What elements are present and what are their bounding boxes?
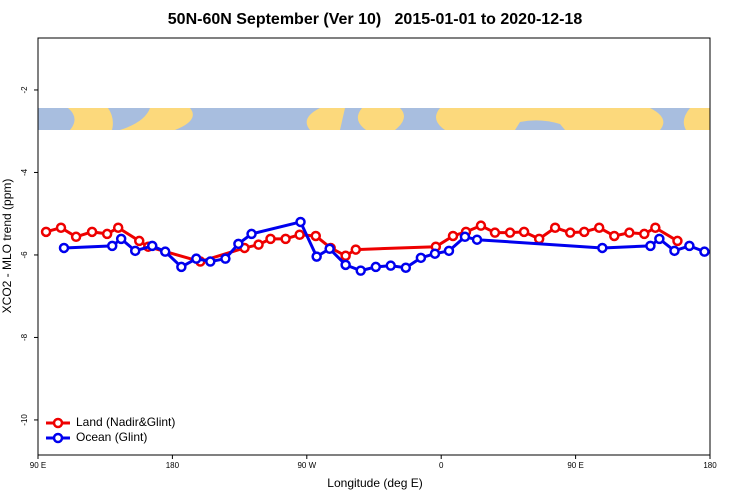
data-point	[70, 231, 82, 243]
data-point	[350, 244, 362, 255]
data-point	[447, 230, 459, 242]
data-point	[205, 256, 216, 267]
x-tick-label: 0	[439, 461, 444, 470]
data-point	[669, 245, 680, 257]
data-point	[699, 246, 710, 257]
data-point	[415, 252, 427, 264]
data-point	[475, 220, 487, 231]
data-point	[40, 226, 52, 238]
data-point	[133, 235, 145, 247]
x-tick-label: 90 W	[297, 461, 316, 470]
data-point	[650, 222, 661, 233]
map-water	[515, 120, 565, 130]
legend-marker	[52, 417, 64, 429]
x-tick-label: 180	[703, 461, 717, 470]
data-point	[55, 222, 67, 233]
data-point	[672, 235, 683, 247]
map-water	[38, 108, 75, 130]
y-tick-label: -4	[20, 168, 29, 176]
data-point	[159, 246, 171, 257]
data-point	[106, 240, 118, 252]
data-point	[233, 238, 244, 250]
data-point	[265, 233, 276, 245]
map-water	[395, 108, 445, 130]
data-point	[489, 227, 501, 238]
data-point	[220, 253, 231, 264]
x-axis-label: Longitude (deg E)	[327, 476, 422, 490]
data-point	[246, 228, 257, 240]
data-point	[86, 226, 98, 238]
data-point	[533, 233, 545, 245]
data-point	[579, 226, 590, 238]
legend-label: Ocean (Glint)	[76, 430, 147, 444]
data-point	[112, 222, 124, 233]
data-point	[645, 240, 656, 252]
data-point	[549, 222, 561, 233]
data-point	[295, 216, 306, 228]
data-point	[176, 261, 187, 273]
data-point	[400, 262, 412, 273]
data-point	[609, 230, 620, 242]
data-point	[58, 242, 70, 254]
data-point	[146, 240, 158, 252]
y-axis-label: XCO2 - MLO trend (ppm)	[0, 179, 14, 314]
data-point	[684, 240, 695, 252]
data-point	[340, 250, 351, 262]
chart-title: 50N-60N September (Ver 10) 2015-01-01 to…	[168, 11, 583, 28]
data-point	[101, 228, 113, 240]
map-band	[38, 108, 710, 130]
series-line	[63, 220, 706, 273]
data-point	[324, 243, 335, 255]
y-tick-label: -6	[20, 251, 29, 259]
map-water	[175, 108, 320, 130]
x-tick-label: 90 E	[567, 461, 583, 470]
y-tick-label: -10	[20, 414, 29, 426]
data-point	[294, 229, 305, 240]
y-tick-label: -2	[20, 86, 29, 94]
map-water	[108, 108, 150, 130]
plot-frame	[37, 37, 711, 456]
data-point	[504, 227, 516, 238]
data-point	[340, 259, 351, 271]
data-point	[639, 228, 650, 240]
legend-label: Land (Nadir&Glint)	[76, 415, 175, 429]
data-point	[654, 233, 665, 245]
y-tick-label: -8	[20, 333, 29, 341]
data-point	[280, 233, 291, 245]
data-point	[597, 242, 608, 254]
data-point	[443, 245, 455, 257]
data-point	[311, 251, 322, 262]
data-point	[564, 227, 576, 238]
data-point	[471, 234, 483, 245]
data-point	[191, 253, 202, 264]
data-point	[459, 231, 471, 243]
data-point	[518, 226, 530, 238]
data-point	[355, 265, 366, 276]
data-point	[370, 261, 382, 273]
data-point	[593, 222, 605, 233]
data-point	[385, 260, 396, 271]
map-water	[340, 108, 366, 130]
data-point	[115, 233, 127, 245]
legend-marker	[52, 432, 64, 444]
x-tick-label: 90 E	[30, 461, 46, 470]
data-point	[624, 227, 635, 238]
map-water	[650, 108, 690, 130]
data-point	[429, 248, 441, 259]
x-tick-label: 180	[166, 461, 180, 470]
data-point	[129, 245, 141, 257]
data-point	[310, 230, 322, 242]
data-point	[253, 239, 264, 250]
